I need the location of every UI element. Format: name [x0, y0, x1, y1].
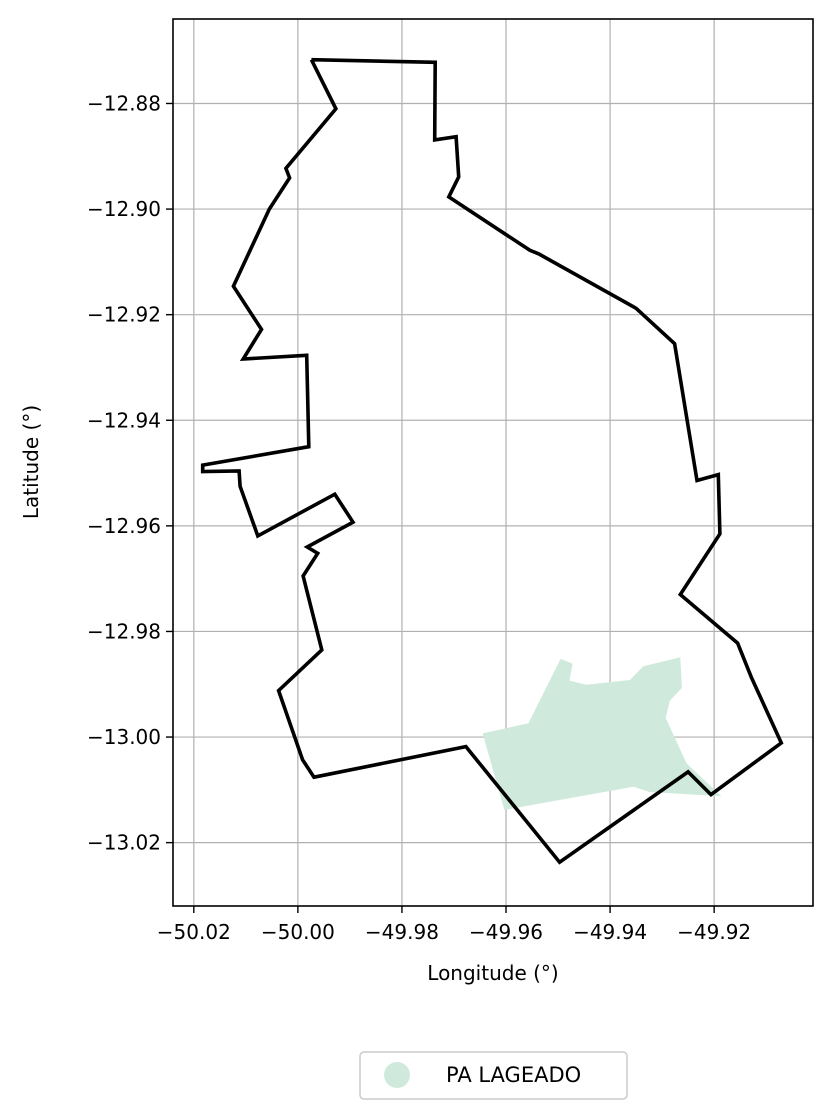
y-tick-label: −12.96 — [87, 514, 161, 538]
boundary-outline — [200, 57, 784, 865]
plot-background — [173, 19, 813, 906]
x-axis-label: Longitude (°) — [427, 961, 558, 985]
legend-frame — [359, 1051, 628, 1100]
y-tick-label: −12.94 — [87, 408, 161, 432]
y-tick-label: −12.88 — [87, 91, 161, 115]
x-tick-label: −50.02 — [157, 920, 231, 944]
boundary-lines — [200, 57, 784, 865]
y-tick-label: −13.02 — [87, 831, 161, 855]
y-axis-label: Latitude (°) — [19, 405, 43, 519]
x-tick-label: −50.00 — [261, 920, 335, 944]
x-tick-label: −49.96 — [469, 920, 543, 944]
y-tick-label: −12.90 — [87, 197, 161, 221]
x-tick-label: −49.98 — [365, 920, 439, 944]
legend-label: PA LAGEADO — [446, 1063, 581, 1087]
x-axis-ticks: −50.02 −50.00 −49.98 −49.96 −49.94 −49.92 — [157, 906, 751, 944]
x-tick-label: −49.92 — [677, 920, 751, 944]
legend: PA LAGEADO — [359, 1051, 628, 1100]
legend-marker — [384, 1062, 410, 1088]
y-tick-label: −13.00 — [87, 725, 161, 749]
y-axis-ticks: −12.88 −12.90 −12.92 −12.94 −12.96 −12.98 −13.… — [87, 91, 173, 855]
y-tick-label: −12.98 — [87, 619, 161, 643]
polygon-fills — [482, 657, 722, 810]
area-polygon — [482, 657, 722, 810]
plot-frame — [172, 18, 814, 907]
x-tick-label: −49.94 — [573, 920, 647, 944]
y-tick-label: −12.92 — [87, 303, 161, 327]
